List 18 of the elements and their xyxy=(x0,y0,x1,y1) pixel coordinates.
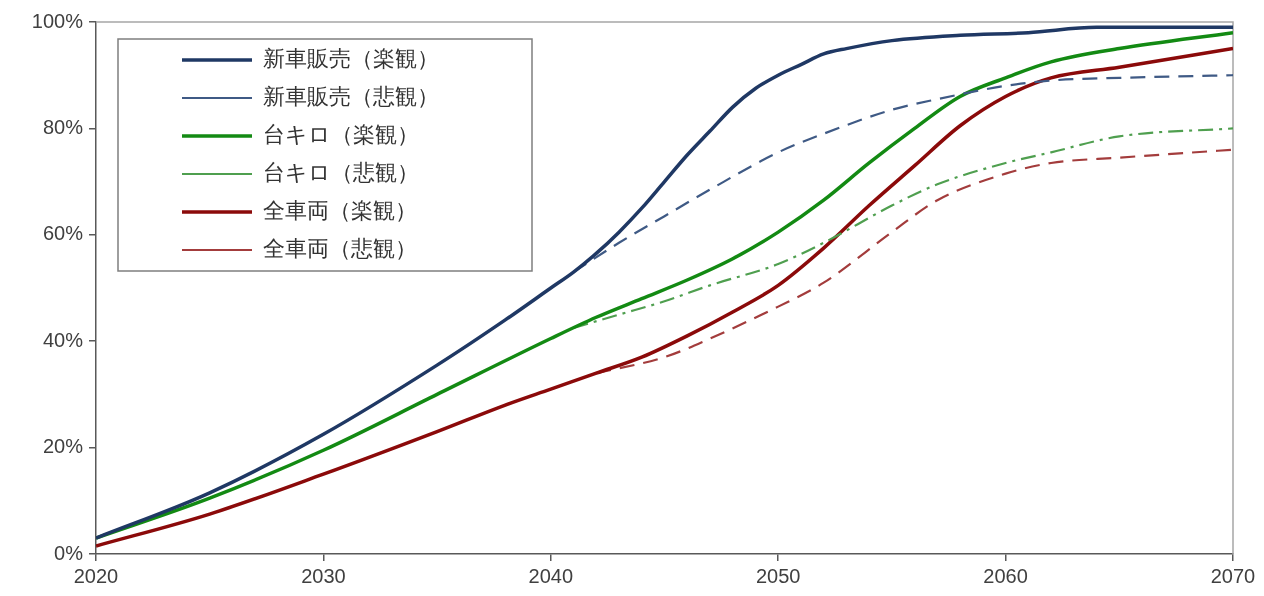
y-tick-label: 40% xyxy=(42,328,84,351)
legend-label: 全車両（楽観） xyxy=(263,198,417,224)
y-tick-label: 100% xyxy=(31,9,84,32)
legend-label: 台キロ（悲観） xyxy=(263,160,419,186)
y-tick-label: 0% xyxy=(54,541,84,564)
legend-label: 全車両（悲観） xyxy=(263,236,417,262)
x-tick-label: 2030 xyxy=(301,564,346,587)
y-tick-label: 80% xyxy=(42,115,84,138)
x-tick-label: 2020 xyxy=(73,564,119,587)
x-tick-label: 2070 xyxy=(1210,564,1256,587)
y-tick-label: 60% xyxy=(42,222,84,245)
x-tick-label: 2050 xyxy=(755,564,801,587)
y-tick-label: 20% xyxy=(42,435,84,458)
x-tick-label: 2060 xyxy=(983,564,1028,587)
legend-label: 新車販売（楽観） xyxy=(263,46,439,72)
legend-label: 新車販売（悲観） xyxy=(263,84,439,110)
x-tick-label: 2040 xyxy=(528,564,574,587)
legend-label: 台キロ（楽観） xyxy=(263,122,419,148)
